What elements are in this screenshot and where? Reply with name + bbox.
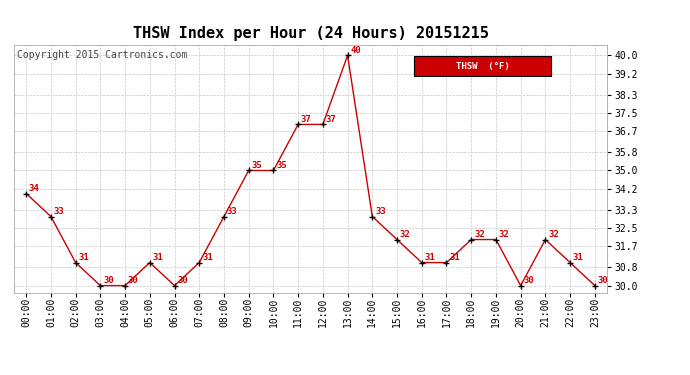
Text: 31: 31 bbox=[424, 253, 435, 262]
Text: 31: 31 bbox=[152, 253, 164, 262]
Text: 32: 32 bbox=[548, 230, 559, 239]
Text: 30: 30 bbox=[103, 276, 114, 285]
Text: THSW  (°F): THSW (°F) bbox=[455, 62, 509, 70]
Text: 31: 31 bbox=[449, 253, 460, 262]
Text: 32: 32 bbox=[499, 230, 509, 239]
Text: 33: 33 bbox=[227, 207, 237, 216]
Text: 35: 35 bbox=[251, 161, 262, 170]
Text: 33: 33 bbox=[54, 207, 64, 216]
Text: 33: 33 bbox=[375, 207, 386, 216]
Text: 31: 31 bbox=[573, 253, 584, 262]
Text: 34: 34 bbox=[29, 184, 40, 193]
Text: 35: 35 bbox=[276, 161, 287, 170]
Text: 37: 37 bbox=[301, 115, 312, 124]
Text: 40: 40 bbox=[351, 46, 361, 55]
Text: 31: 31 bbox=[202, 253, 213, 262]
FancyBboxPatch shape bbox=[415, 56, 551, 76]
Text: 32: 32 bbox=[400, 230, 411, 239]
Text: 30: 30 bbox=[598, 276, 609, 285]
Title: THSW Index per Hour (24 Hours) 20151215: THSW Index per Hour (24 Hours) 20151215 bbox=[132, 26, 489, 41]
Text: 32: 32 bbox=[474, 230, 485, 239]
Text: Copyright 2015 Cartronics.com: Copyright 2015 Cartronics.com bbox=[17, 50, 187, 60]
Text: 30: 30 bbox=[128, 276, 139, 285]
Text: 30: 30 bbox=[524, 276, 534, 285]
Text: 37: 37 bbox=[326, 115, 337, 124]
Text: 30: 30 bbox=[177, 276, 188, 285]
Text: 31: 31 bbox=[79, 253, 89, 262]
